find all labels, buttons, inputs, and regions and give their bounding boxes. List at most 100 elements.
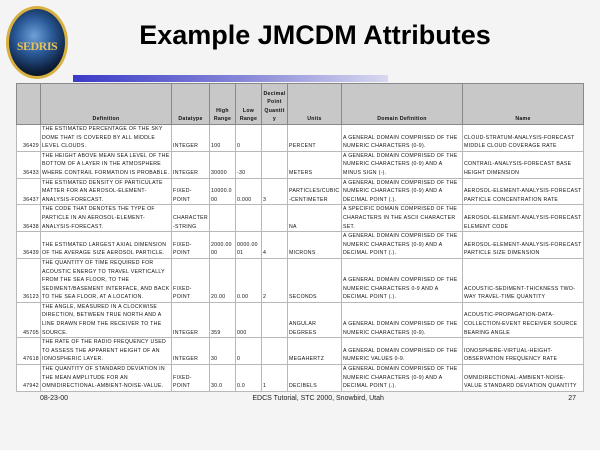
cell-units: METERS (287, 150, 342, 179)
cell-domain-definition: A GENERAL DOMAIN COMPRISED OF THE NUMERI… (341, 231, 463, 259)
cell-domain-definition: A SPECIFIC DOMAIN COMPRISED OF THE CHARA… (341, 204, 463, 233)
cell-low-range: 0000.0001 (235, 231, 262, 259)
cell-id: 36429 (16, 124, 41, 152)
cell-low-range: 0.00 (235, 257, 262, 303)
cell-definition: THE QUANTITY OF STANDARD DEVIATION IN TH… (40, 364, 172, 392)
cell-units: MICRONS (287, 231, 342, 259)
cell-low-range: 0 (235, 124, 262, 152)
slide-title: Example JMCDM Attributes (139, 20, 491, 50)
column-header-id (16, 83, 41, 125)
cell-high-range (209, 204, 236, 233)
cell-high-range: 30000 (209, 150, 236, 179)
cell-definition: THE HEIGHT ABOVE MEAN SEA LEVEL OF THE B… (40, 150, 172, 179)
cell-name: CONTRAIL-ANALYSIS-FORECAST BASE HEIGHT D… (462, 150, 584, 179)
cell-low-range: 0 (235, 337, 262, 366)
cell-decimal-point-quantity: 2 (261, 257, 288, 303)
cell-datatype: FIXED-POINT (171, 257, 210, 303)
title-underline-bar (73, 75, 388, 82)
cell-units: MEGAHERTZ (287, 337, 342, 366)
cell-id: 36123 (16, 257, 41, 303)
cell-definition: THE QUANTITY OF TIME REQUIRED FOR ACOUST… (40, 257, 172, 303)
cell-datatype: INTEGER (171, 337, 210, 366)
cell-id: 36439 (16, 231, 41, 259)
cell-datatype: FIXED-POINT (171, 177, 210, 206)
cell-high-range: 2000.0000 (209, 231, 236, 259)
table-header-row: Definition Datatype High Range Low Range Dec… (16, 83, 584, 125)
cell-decimal-point-quantity (261, 204, 288, 233)
cell-name: IONOSPHERE-VIRTUAL-HEIGHT-OBSERVATION FR… (462, 337, 584, 366)
cell-name: ACOUSTIC-SEDIMENT-THICKNESS TWO-WAY TRAV… (462, 257, 584, 303)
cell-high-range: 20.00 (209, 257, 236, 303)
cell-datatype: INTEGER (171, 301, 210, 339)
footer-date: 08-23-00 (40, 394, 69, 402)
cell-domain-definition: A GENERAL DOMAIN COMPRISED OF THE NUMERI… (341, 150, 463, 179)
cell-high-range: 30 (209, 337, 236, 366)
cell-domain-definition: A GENERAL DOMAIN COMPRISED OF THE NUMERI… (341, 257, 463, 303)
cell-low-range (235, 204, 262, 233)
cell-definition: THE ESTIMATED PERCENTAGE OF THE SKY DOME… (40, 124, 172, 152)
cell-id: 47942 (16, 364, 41, 392)
cell-decimal-point-quantity (261, 124, 288, 152)
cell-datatype: FIXED-POINT (171, 364, 210, 392)
cell-domain-definition: A GENERAL DOMAIN COMPRISED OF THE NUMERI… (341, 124, 463, 152)
cell-definition: THE ANGLE, MEASURED IN A CLOCKWISE DIREC… (40, 301, 172, 339)
cell-domain-definition: A GENERAL DOMAIN COMPRISED OF THE NUMERI… (341, 301, 463, 339)
table-row: 36438 THE CODE THAT DENOTES THE TYPE OF P… (16, 204, 584, 233)
cell-datatype: FIXED-POINT (171, 231, 210, 259)
cell-name: AEROSOL-ELEMENT-ANALYSIS-FORECAST PARTIC… (462, 177, 584, 206)
cell-domain-definition: A GENERAL DOMAIN COMPRISED OF THE NUMERI… (341, 177, 463, 206)
cell-id: 47618 (16, 337, 41, 366)
cell-high-range: 10000.000 (209, 177, 236, 206)
cell-id: 36433 (16, 150, 41, 179)
column-header-high-range: High Range (209, 83, 236, 125)
table-row: 36439 THE ESTIMATED LARGEST AXIAL DIMENSI… (16, 231, 584, 259)
cell-domain-definition: A GENERAL DOMAIN COMPRISED OF THE NUMERI… (341, 337, 463, 366)
cell-definition: THE ESTIMATED DENSITY OF PARTICULATE MAT… (40, 177, 172, 206)
column-header-decimal-point-quantity: Decimal Point Quantity (261, 83, 288, 125)
sedris-logo: SEDRIS (6, 6, 68, 79)
column-header-name: Name (462, 83, 584, 125)
cell-high-range: 100 (209, 124, 236, 152)
cell-name: AEROSOL-ELEMENT-ANALYSIS-FORECAST ELEMEN… (462, 204, 584, 233)
table-row: 36123 THE QUANTITY OF TIME REQUIRED FOR A… (16, 257, 584, 303)
cell-name: CLOUD-STRATUM-ANALYSIS-FORECAST MIDDLE C… (462, 124, 584, 152)
cell-domain-definition: A GENERAL DOMAIN COMPRISED OF THE NUMERI… (341, 364, 463, 392)
cell-decimal-point-quantity (261, 150, 288, 179)
column-header-domain-definition: Domain Definition (341, 83, 463, 125)
column-header-units: Units (287, 83, 342, 125)
cell-decimal-point-quantity (261, 301, 288, 339)
cell-datatype: CHARACTER-STRING (171, 204, 210, 233)
column-header-definition: Definition (40, 83, 172, 125)
cell-definition: THE CODE THAT DENOTES THE TYPE OF PARTIC… (40, 204, 172, 233)
cell-name: AEROSOL-ELEMENT-ANALYSIS-FORECAST PARTIC… (462, 231, 584, 259)
cell-definition: THE RATE OF THE RADIO FREQUENCY USED TO … (40, 337, 172, 366)
cell-low-range: 0.000 (235, 177, 262, 206)
cell-high-range: 30.0 (209, 364, 236, 392)
cell-units: SECONDS (287, 257, 342, 303)
table-row: 36437 THE ESTIMATED DENSITY OF PARTICULAT… (16, 177, 584, 206)
footer: 08-23-00 EDCS Tutorial, STC 2000, Snowbi… (40, 395, 576, 402)
column-header-low-range: Low Range (235, 83, 262, 125)
cell-name: OMNIDIRECTIONAL-AMBIENT-NOISE-VALUE STAN… (462, 364, 584, 392)
cell-decimal-point-quantity (261, 337, 288, 366)
page-number: 27 (568, 394, 576, 402)
cell-id: 36438 (16, 204, 41, 233)
cell-units: PARTICLES/CUBIC-CENTIMETER (287, 177, 342, 206)
cell-decimal-point-quantity: 3 (261, 177, 288, 206)
attributes-table: Definition Datatype High Range Low Range Dec… (16, 83, 584, 392)
table-row: 47942 THE QUANTITY OF STANDARD DEVIATION … (16, 364, 584, 392)
table-row: 47618 THE RATE OF THE RADIO FREQUENCY USE… (16, 337, 584, 366)
cell-low-range: 000 (235, 301, 262, 339)
column-header-datatype: Datatype (171, 83, 210, 125)
cell-units: PERCENT (287, 124, 342, 152)
cell-name: ACOUSTIC-PROPAGATION-DATA-COLLECTION-EVE… (462, 301, 584, 339)
cell-units: ANGULAR DEGREES (287, 301, 342, 339)
cell-units: NA (287, 204, 342, 233)
table-row: 36429 THE ESTIMATED PERCENTAGE OF THE SKY… (16, 124, 584, 152)
cell-low-range: 0.0 (235, 364, 262, 392)
cell-decimal-point-quantity: 1 (261, 364, 288, 392)
cell-datatype: INTEGER (171, 150, 210, 179)
cell-datatype: INTEGER (171, 124, 210, 152)
footer-event: EDCS Tutorial, STC 2000, Snowbird, Utah (252, 394, 384, 402)
cell-definition: THE ESTIMATED LARGEST AXIAL DIMENSION OF… (40, 231, 172, 259)
